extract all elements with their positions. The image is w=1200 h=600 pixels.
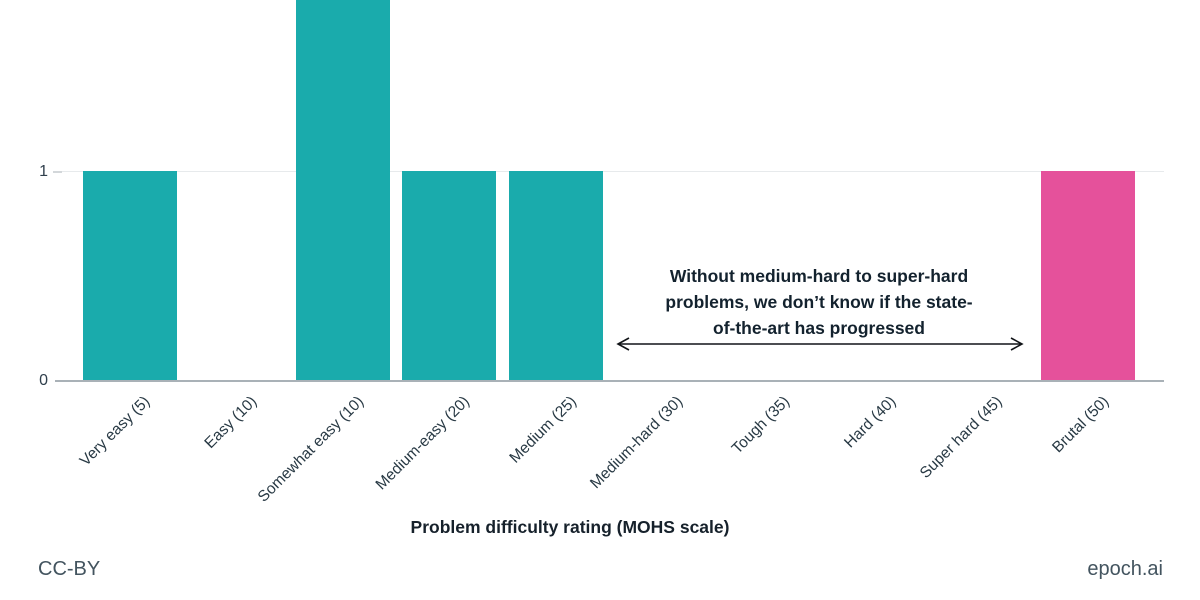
y-tick-mark-1 bbox=[53, 171, 62, 173]
annotation-text: Without medium-hard to super-hard proble… bbox=[618, 263, 1020, 341]
x-tick-label: Somewhat easy (10) bbox=[254, 393, 367, 506]
brand-label: epoch.ai bbox=[1087, 558, 1163, 580]
bar-medium-25 bbox=[508, 170, 603, 380]
annotation-line-2: problems, we don’t know if the state- bbox=[665, 292, 973, 312]
bar-somewhat-easy-10 bbox=[295, 0, 390, 380]
x-tick-label: Hard (40) bbox=[840, 393, 900, 452]
x-tick-label: Super hard (45) bbox=[916, 393, 1006, 482]
x-tick-label: Easy (10) bbox=[201, 393, 261, 452]
x-tick-label: Medium (25) bbox=[506, 393, 580, 467]
x-axis-title: Problem difficulty rating (MOHS scale) bbox=[410, 517, 730, 537]
y-tick-label-1: 1 bbox=[39, 163, 48, 180]
x-tick-label: Medium-easy (20) bbox=[372, 393, 474, 494]
x-tick-label: Medium-hard (30) bbox=[587, 393, 687, 493]
license-label: CC-BY bbox=[38, 558, 101, 580]
x-tick-label: Very easy (5) bbox=[77, 393, 154, 470]
x-tick-label: Brutal (50) bbox=[1049, 393, 1113, 457]
y-gridline-1 bbox=[55, 171, 1164, 172]
x-tick-label: Tough (35) bbox=[728, 393, 793, 458]
annotation-line-1: Without medium-hard to super-hard bbox=[669, 266, 969, 286]
annotation-line-3: of-the-art has progressed bbox=[713, 318, 925, 338]
bar-medium-easy-20 bbox=[402, 170, 497, 380]
bar-very-easy-5 bbox=[82, 170, 177, 380]
y-tick-label-0: 0 bbox=[39, 372, 48, 389]
bar-brutal-50 bbox=[1041, 170, 1136, 380]
x-axis-line bbox=[55, 380, 1164, 382]
double-arrow-icon bbox=[616, 337, 1024, 351]
